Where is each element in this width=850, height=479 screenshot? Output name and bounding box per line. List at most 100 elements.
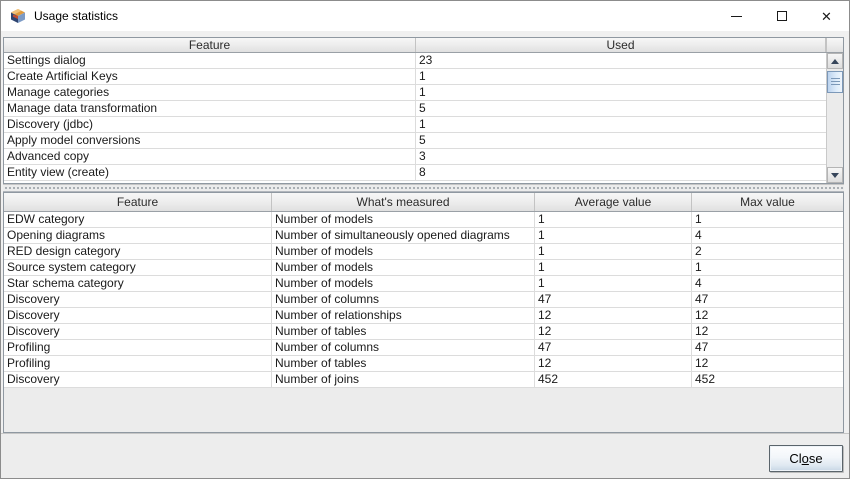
table-cell: 3 [419, 149, 426, 163]
table-row[interactable]: Opening diagrams Number of simultaneously… [4, 228, 843, 244]
table-cell: Discovery [4, 308, 272, 323]
table-row[interactable]: Apply model conversions 5 [4, 133, 826, 149]
column-header-average-value[interactable]: Average value [535, 193, 692, 211]
maximize-icon [776, 11, 787, 21]
table-cell: Discovery [4, 372, 272, 387]
table-cell: 12 [695, 324, 709, 338]
table-cell: Discovery [4, 324, 272, 339]
column-header-feature[interactable]: Feature [4, 38, 416, 52]
table-cell: 47 [535, 340, 692, 355]
table-row[interactable]: Discovery Number of joins 452 452 [4, 372, 843, 388]
scrollbar-thumb[interactable] [827, 71, 843, 93]
table-cell: Star schema category [4, 276, 272, 291]
close-icon: ✕ [821, 8, 832, 24]
table-row[interactable]: Entity view (create) 8 [4, 165, 826, 181]
table-cell: Entity view (create) [4, 165, 416, 180]
usage-count-table: Feature Used Settings dialog 23 Create Art… [3, 37, 844, 184]
table-cell: Number of columns [272, 340, 535, 355]
maximize-button[interactable] [759, 1, 804, 31]
table-cell: RED design category [4, 244, 272, 259]
table-cell: Number of relationships [272, 308, 535, 323]
table-cell: 4 [695, 276, 702, 290]
table-row[interactable]: Advanced copy 3 [4, 149, 826, 165]
table-cell: 1 [419, 117, 426, 131]
close-button[interactable]: Close [769, 445, 843, 472]
table-cell: 1 [535, 276, 692, 291]
table-cell: 452 [535, 372, 692, 387]
table-cell: Number of tables [272, 356, 535, 371]
table-cell: EDW category [4, 212, 272, 227]
table-cell: Number of tables [272, 324, 535, 339]
table-cell: Source system category [4, 260, 272, 275]
table-cell: 12 [695, 308, 709, 322]
scrollbar-grip-icon [830, 78, 840, 86]
top-table-body: Settings dialog 23 Create Artificial Keys 1… [4, 53, 826, 183]
table-row[interactable]: Star schema category Number of models 1 4 [4, 276, 843, 292]
table-cell: Number of models [272, 260, 535, 275]
table-cell: Number of columns [272, 292, 535, 307]
table-cell: 5 [419, 101, 426, 115]
table-row[interactable]: Source system category Number of models 1 1 [4, 260, 843, 276]
table-row[interactable]: RED design category Number of models 1 2 [4, 244, 843, 260]
table-row[interactable]: Settings dialog 23 [4, 53, 826, 69]
scroll-up-icon [831, 58, 839, 64]
table-row[interactable]: Discovery Number of relationships 12 12 [4, 308, 843, 324]
table-cell: 1 [419, 85, 426, 99]
table-cell: Manage categories [4, 85, 416, 100]
window-controls: ✕ [714, 1, 849, 31]
table-cell: 1 [695, 212, 702, 226]
table-cell: 1 [535, 244, 692, 259]
scrollbar-track[interactable] [827, 69, 843, 167]
table-row[interactable]: Discovery (jdbc) 1 [4, 117, 826, 133]
table-cell: Advanced copy [4, 149, 416, 164]
table-cell: 8 [419, 165, 426, 179]
table-cell: Number of simultaneously opened diagrams [272, 228, 535, 243]
table-row[interactable]: Create Artificial Keys 1 [4, 69, 826, 85]
table-row[interactable]: Profiling Number of columns 47 47 [4, 340, 843, 356]
vertical-scrollbar[interactable] [826, 53, 843, 183]
table-row[interactable]: Discovery Number of tables 12 12 [4, 324, 843, 340]
table-cell: 12 [535, 356, 692, 371]
column-header-whats-measured[interactable]: What's measured [272, 193, 535, 211]
table-cell: Settings dialog [4, 53, 416, 68]
table-cell: Profiling [4, 340, 272, 355]
column-header-max-value[interactable]: Max value [692, 193, 843, 211]
table-cell: Discovery [4, 292, 272, 307]
splitpane-divider[interactable] [3, 184, 844, 192]
table-cell: 452 [695, 372, 716, 386]
table-cell: 47 [695, 340, 709, 354]
scroll-down-button[interactable] [827, 167, 843, 183]
table-cell: Create Artificial Keys [4, 69, 416, 84]
app-icon [9, 7, 27, 25]
table-cell: 4 [695, 228, 702, 242]
table-row[interactable]: Manage categories 1 [4, 85, 826, 101]
column-header-feature2[interactable]: Feature [4, 193, 272, 211]
scroll-up-button[interactable] [827, 53, 843, 69]
table-row[interactable]: Discovery Number of columns 47 47 [4, 292, 843, 308]
table-cell: 12 [535, 324, 692, 339]
table-cell: Number of models [272, 276, 535, 291]
table-cell: 12 [535, 308, 692, 323]
scroll-down-icon [831, 172, 839, 178]
table-cell: Opening diagrams [4, 228, 272, 243]
button-bar: Close [1, 433, 849, 478]
bottom-table-body: EDW category Number of models 1 1 Opening di… [4, 212, 843, 388]
column-header-used[interactable]: Used [416, 38, 826, 52]
table-cell: Manage data transformation [4, 101, 416, 116]
minimize-button[interactable] [714, 1, 759, 31]
bottom-table-header: Feature What's measured Average value Ma… [4, 193, 843, 212]
table-row[interactable]: EDW category Number of models 1 1 [4, 212, 843, 228]
table-row[interactable]: Profiling Number of tables 12 12 [4, 356, 843, 372]
table-row[interactable]: Manage data transformation 5 [4, 101, 826, 117]
measurements-table: Feature What's measured Average value Ma… [3, 192, 844, 433]
table-cell: 47 [535, 292, 692, 307]
window-title: Usage statistics [34, 9, 119, 23]
titlebar: Usage statistics ✕ [1, 1, 849, 31]
table-cell: 1 [535, 228, 692, 243]
minimize-icon [731, 15, 742, 17]
top-table-header: Feature Used [4, 38, 843, 53]
close-window-button[interactable]: ✕ [804, 1, 849, 31]
table-cell: Profiling [4, 356, 272, 371]
table-cell: 1 [535, 260, 692, 275]
table-cell: Number of joins [272, 372, 535, 387]
